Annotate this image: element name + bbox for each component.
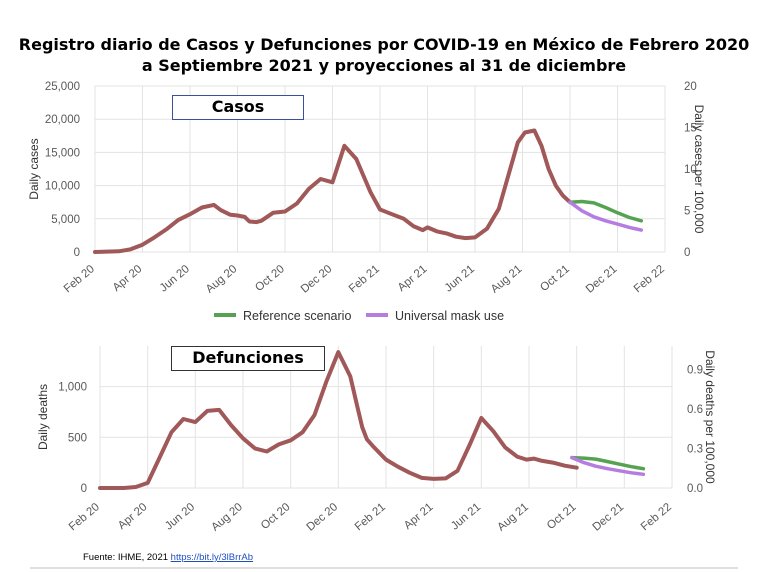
x-tick-label: Aug 21: [495, 501, 531, 534]
x-tick-label: Dec 21: [584, 263, 620, 296]
y-tick-label: 25,000: [45, 81, 80, 93]
x-tick-label: Oct 21: [545, 501, 579, 532]
y-right-axis-title: Daily deaths per 100,000: [703, 350, 717, 484]
series-line-historical: [93, 128, 572, 254]
y-tick-label: 10,000: [45, 181, 80, 193]
series-line-reference-scenario: [570, 455, 646, 471]
source-prefix: Fuente: IHME, 2021: [83, 552, 169, 563]
deaths-chart: 0 500 1,000 0.0 0.3 0.6 0.9 Feb 20 Apr 20 Jun 20 A…: [36, 346, 717, 534]
y-axis-title: Daily cases: [27, 138, 41, 199]
x-tick-label: Apr 21: [402, 501, 436, 532]
chart-title: Registro diario de Casos y Defunciones p…: [0, 34, 768, 76]
y-tick-label: 500: [68, 432, 87, 444]
y-right-tick-label: 0.0: [687, 483, 703, 495]
x-tick-label: Apr 21: [396, 263, 430, 294]
y-axis-title: Daily deaths: [36, 384, 50, 450]
y-right-tick-label: 0: [684, 247, 690, 259]
y-tick-label: 0: [81, 483, 87, 495]
y-right-tick-label: 0.6: [687, 404, 703, 416]
x-tick-label: Jun 21: [443, 263, 477, 294]
x-tick-label: Oct 20: [253, 263, 287, 294]
y-right-tick-label: 0.3: [687, 444, 703, 456]
x-tick-label: Dec 20: [299, 263, 335, 296]
x-tick-label: Jun 21: [449, 501, 483, 532]
y-tick-label: 15,000: [45, 147, 80, 159]
x-tick-label: Oct 21: [538, 263, 572, 294]
y-tick-label: 0: [74, 247, 80, 259]
x-tick-label: Dec 21: [591, 501, 627, 534]
x-tick-label: Aug 21: [489, 263, 525, 296]
y-right-axis-title: Daily cases per 100,000: [692, 105, 706, 234]
series-line-historical: [98, 350, 579, 490]
y-right-tick-label: 15: [684, 123, 697, 135]
x-tick-label: Jun 20: [158, 263, 192, 294]
defunciones-label-box: Defunciones: [171, 346, 325, 371]
y-tick-label: 1,000: [58, 382, 87, 394]
series-line-universal-mask-use: [568, 200, 644, 232]
x-tick-label: Feb 22: [639, 501, 674, 533]
title-line-1: Registro diario de Casos y Defunciones p…: [18, 35, 750, 54]
y-tick-label: 5,000: [51, 214, 80, 226]
y-tick-label: 20,000: [45, 114, 80, 126]
series-line-universal-mask-use: [570, 455, 646, 477]
y-right-tick-label: 0.9: [687, 365, 703, 377]
x-tick-label: Apr 20: [116, 501, 150, 532]
x-tick-label: Aug 20: [209, 501, 245, 534]
series-line-reference-scenario: [568, 199, 644, 223]
y-right-tick-label: 10: [684, 164, 697, 176]
x-tick-label: Jun 20: [163, 501, 197, 532]
x-tick-label: Dec 20: [305, 501, 341, 534]
legend: Reference scenario Universal mask use: [214, 309, 504, 323]
x-tick-label: Aug 20: [204, 263, 240, 296]
y-right-tick-label: 20: [684, 81, 697, 93]
y-right-tick-label: 5: [684, 206, 690, 218]
source-link[interactable]: https://bit.ly/3lBrrAb: [170, 552, 254, 563]
source-note: Fuente: IHME, 2021 https://bit.ly/3lBrrA…: [83, 552, 253, 563]
x-tick-label: Apr 20: [111, 263, 145, 294]
x-tick-label: Oct 20: [259, 501, 293, 532]
title-line-2: a Septiembre 2021 y proyecciones al 31 d…: [141, 56, 627, 75]
x-tick-label: Feb 21: [353, 501, 388, 533]
legend-label-mask: Universal mask use: [395, 309, 504, 323]
x-tick-label: Feb 20: [67, 501, 102, 533]
legend-label-reference: Reference scenario: [243, 309, 351, 323]
x-tick-label: Feb 20: [62, 263, 97, 295]
x-tick-label: Feb 22: [632, 263, 667, 295]
x-tick-label: Feb 21: [347, 263, 382, 295]
cases-chart: 0 5,000 10,000 15,000 20,000 25,000 0 5 10 15 20 Fe…: [27, 81, 706, 296]
casos-label-box: Casos: [172, 95, 304, 120]
